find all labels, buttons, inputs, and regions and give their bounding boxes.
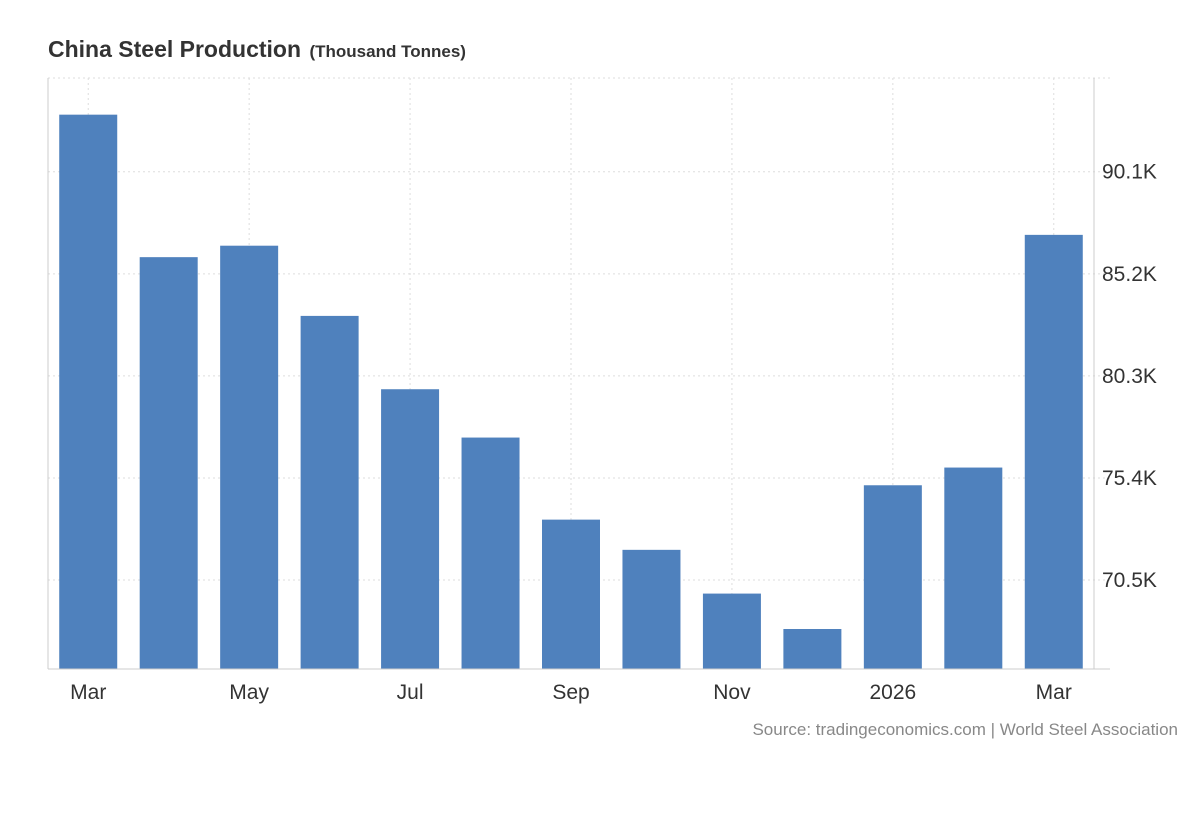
y-tick-label-4: 90.1K (1102, 161, 1157, 184)
chart-title: China Steel Production (Thousand Tonnes) (48, 36, 466, 63)
bar-may-2 (220, 245, 279, 669)
x-tick-label-4: Jul (397, 681, 424, 704)
x-tick-label-0: Mar (70, 681, 106, 704)
source-attribution: Source: tradingeconomics.com | World Ste… (752, 720, 1178, 739)
bar-jul-4 (381, 389, 440, 669)
y-tick-label-3: 85.2K (1102, 263, 1157, 286)
bar-feb-11 (944, 467, 1003, 669)
x-tick-label-6: Sep (552, 681, 589, 704)
x-tick-label-8: Nov (713, 681, 751, 704)
y-axis-ticks: 70.5K 75.4K 80.3K 85.2K 90.1K (1102, 161, 1157, 592)
bar-aug-5 (461, 437, 520, 669)
bars (59, 114, 1083, 670)
bar-dec-9 (783, 629, 842, 669)
chart-unit-label: (Thousand Tonnes) (309, 42, 466, 61)
chart-title-text: China Steel Production (48, 36, 302, 62)
x-tick-label-12: Mar (1036, 681, 1072, 704)
axes (47, 78, 1110, 670)
bar-oct-7 (622, 549, 681, 669)
bar-apr-1 (139, 257, 198, 669)
bar-mar-12 (1024, 234, 1083, 669)
x-tick-label-10: 2026 (869, 681, 916, 704)
x-tick-label-2: May (229, 681, 269, 704)
bar-sep-6 (542, 519, 600, 669)
y-tick-label-1: 75.4K (1102, 467, 1157, 490)
y-tick-label-0: 70.5K (1102, 569, 1157, 592)
bar-jun-3 (300, 315, 359, 669)
x-axis-ticks: Mar May Jul Sep Nov 2026 Mar (70, 681, 1072, 704)
bar-nov-8 (702, 593, 761, 669)
bar-2026-10 (863, 485, 922, 669)
y-tick-label-2: 80.3K (1102, 365, 1157, 388)
bar-mar-0 (59, 114, 118, 670)
